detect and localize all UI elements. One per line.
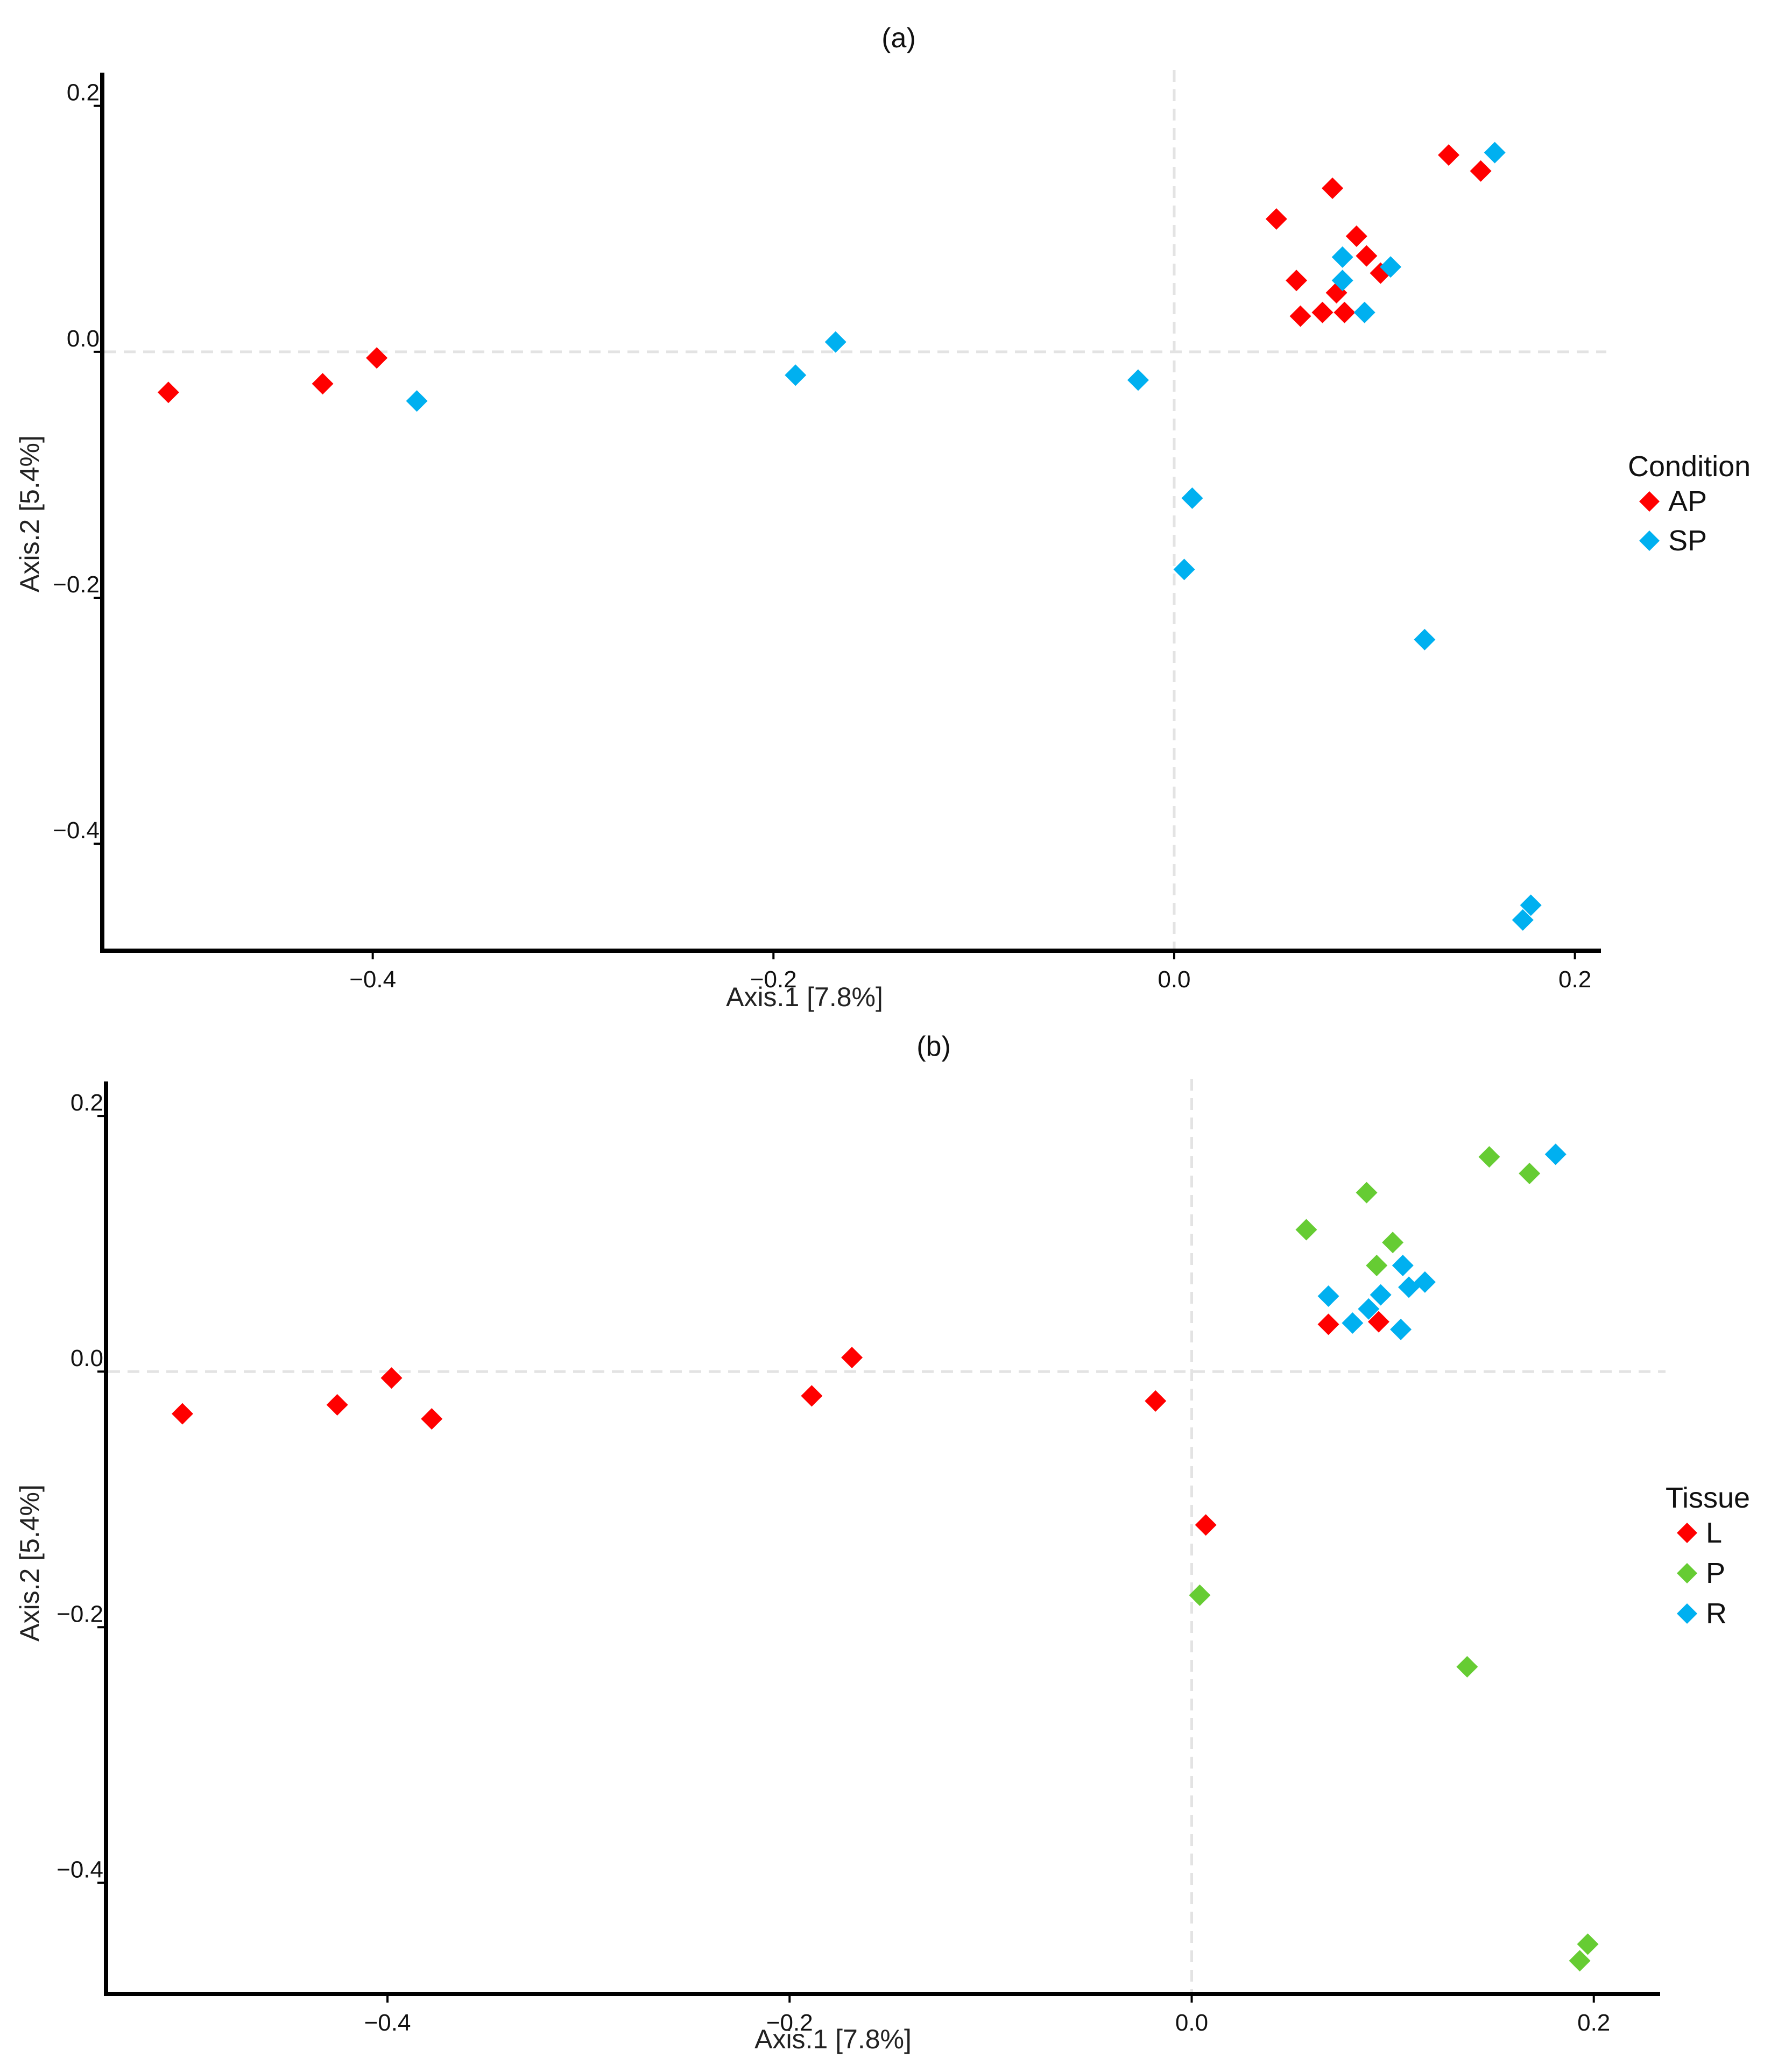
point-ap: [1286, 270, 1308, 292]
point-ap: [1438, 144, 1460, 166]
point-r: [1358, 1298, 1380, 1320]
point-l: [1317, 1313, 1339, 1335]
panel-b-x-axis-label: Axis.1 [7.8%]: [754, 2024, 912, 2054]
point-sp: [406, 390, 428, 412]
legend-label-l: L: [1706, 1517, 1722, 1549]
point-sp: [824, 331, 846, 353]
point-sp: [1173, 558, 1195, 581]
panel-a-title: (a): [881, 23, 916, 54]
legend-key-ap: [1639, 491, 1660, 512]
point-r: [1392, 1255, 1414, 1277]
point-p: [1366, 1255, 1388, 1277]
point-sp: [1484, 142, 1506, 164]
point-l: [380, 1367, 403, 1389]
panel-a-x-tick-label: −0.4: [349, 966, 396, 993]
panel-b-x-tick-label: −0.4: [364, 2010, 411, 2036]
panel-a-y-tick-label: −0.4: [53, 817, 100, 844]
point-l: [171, 1403, 193, 1425]
point-ap: [1470, 160, 1492, 182]
point-ap: [1265, 208, 1287, 230]
legend-key-p: [1677, 1563, 1697, 1583]
point-p: [1478, 1146, 1500, 1168]
legend-label-ap: AP: [1668, 485, 1707, 518]
legend-title-condition: Condition: [1628, 450, 1751, 483]
point-l: [841, 1347, 863, 1369]
panel-b: −0.4 −0.2 0.0 0.2 0.2 0.0 −0.2 −0.4 (b) Axis.1 …: [15, 1031, 1750, 2054]
point-l: [326, 1394, 348, 1416]
point-ap: [312, 373, 334, 395]
panel-b-title: (b): [916, 1031, 951, 1062]
point-l: [1195, 1514, 1217, 1536]
point-l: [1367, 1311, 1389, 1333]
point-ap: [1345, 225, 1367, 247]
point-ap: [1334, 301, 1356, 323]
point-sp: [1353, 301, 1375, 323]
point-ap: [1289, 305, 1311, 327]
point-l: [801, 1385, 823, 1407]
panel-b-x-tick-label: 0.0: [1175, 2010, 1208, 2036]
legend-title-tissue: Tissue: [1666, 1482, 1750, 1514]
panel-b-x-tick-label: −0.2: [766, 2010, 813, 2036]
legend-key-r: [1677, 1603, 1697, 1624]
panel-a-x-tick-label: −0.2: [750, 966, 797, 993]
point-r: [1390, 1318, 1412, 1340]
legend-label-sp: SP: [1668, 525, 1707, 557]
point-ap: [1322, 177, 1344, 199]
point-p: [1569, 1950, 1591, 1972]
point-r: [1544, 1143, 1567, 1165]
point-p: [1456, 1656, 1478, 1678]
panel-a: −0.4 −0.2 0.0 0.2 0.2 0.0 −0.2 −0.4 (a) Axis.1 …: [15, 23, 1751, 1012]
legend-key-l: [1677, 1523, 1697, 1543]
panel-b-y-tick-label: 0.2: [70, 1090, 103, 1116]
point-sp: [1414, 628, 1436, 650]
point-l: [1145, 1390, 1167, 1412]
panel-a-y-tick-label: 0.2: [67, 80, 100, 106]
panel-a-x-tick-label: 0.2: [1558, 966, 1591, 993]
panel-b-y-axis-label: Axis.2 [5.4%]: [15, 1484, 45, 1642]
point-p: [1356, 1182, 1378, 1204]
point-r: [1414, 1271, 1436, 1293]
point-p: [1577, 1933, 1599, 1955]
point-r: [1342, 1312, 1364, 1334]
panel-a-y-tick-label: −0.2: [53, 571, 100, 598]
panel-b-y-tick-label: −0.4: [57, 1856, 103, 1883]
panel-a-axes: [100, 73, 1601, 953]
panel-a-legend: Condition AP SP: [1628, 450, 1751, 557]
panel-a-x-tick-label: 0.0: [1158, 966, 1190, 993]
legend-label-r: R: [1706, 1597, 1727, 1630]
point-l: [421, 1408, 443, 1430]
point-sp: [1331, 270, 1353, 292]
point-p: [1295, 1219, 1317, 1241]
panel-a-x-axis-label: Axis.1 [7.8%]: [726, 982, 883, 1012]
point-sp: [1181, 487, 1203, 509]
point-p: [1189, 1584, 1211, 1606]
panel-b-x-tick-label: 0.2: [1577, 2010, 1610, 2036]
point-sp: [785, 364, 807, 386]
legend-key-sp: [1639, 531, 1660, 551]
point-sp: [1520, 894, 1542, 916]
point-sp: [1331, 246, 1353, 268]
legend-label-p: P: [1706, 1557, 1725, 1589]
point-r: [1398, 1276, 1420, 1298]
panel-b-y-tick-label: 0.0: [70, 1345, 103, 1371]
point-p: [1382, 1232, 1404, 1254]
point-p: [1519, 1163, 1541, 1185]
panel-b-legend: Tissue LPR: [1666, 1482, 1750, 1630]
point-ap: [157, 381, 179, 404]
panel-a-y-axis-label: Axis.2 [5.4%]: [15, 435, 45, 592]
point-r: [1317, 1285, 1339, 1307]
point-ap: [1356, 245, 1378, 267]
point-sp: [1512, 909, 1534, 931]
point-ap: [1311, 301, 1334, 323]
panel-b-axes: [104, 1081, 1660, 1996]
point-ap: [366, 347, 388, 369]
point-r: [1370, 1284, 1392, 1306]
point-sp: [1127, 369, 1149, 391]
panel-b-y-tick-label: −0.2: [57, 1601, 103, 1627]
point-sp: [1380, 256, 1402, 278]
panel-a-y-tick-label: 0.0: [67, 326, 100, 352]
